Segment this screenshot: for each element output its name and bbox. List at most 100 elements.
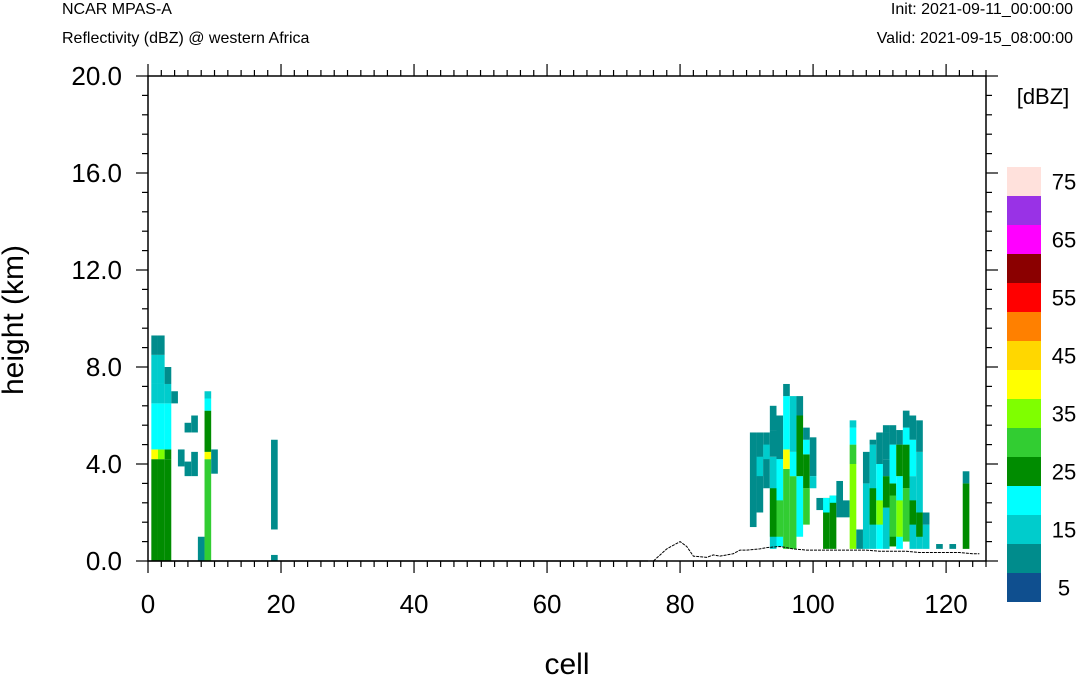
y-tick-labels: 0.0 4.0 8.0 12.0 16.0 20.0 [71, 61, 122, 576]
reflectivity-cell [157, 403, 165, 450]
reflectivity-cell [197, 536, 205, 561]
reflectivity-cell [882, 432, 890, 460]
reflectivity-cell [962, 471, 970, 484]
colorbar-swatch [1007, 341, 1041, 370]
reflectivity-cell [862, 451, 870, 484]
reflectivity-cell [922, 512, 930, 525]
y-axis-label: height (km) [0, 245, 30, 395]
reflectivity-cell [909, 415, 917, 440]
reflectivity-cell [763, 444, 770, 460]
reflectivity-cell [776, 500, 784, 537]
reflectivity-cell [157, 449, 165, 460]
reflectivity-cell [843, 500, 850, 518]
colorbar-swatch [1007, 428, 1041, 457]
terrain-line [653, 541, 980, 562]
reflectivity-cell [204, 391, 212, 399]
reflectivity-cell [889, 444, 897, 484]
plot-frame [147, 75, 987, 562]
reflectivity-cell [783, 396, 790, 450]
reflectivity-cell [151, 449, 158, 460]
colorbar-swatch [1007, 167, 1041, 196]
reflectivity-cell [809, 437, 817, 477]
colorbar-unit-label: [dBZ] [1017, 84, 1070, 109]
reflectivity-cell [902, 444, 910, 489]
colorbar-tick-label: 65 [1052, 228, 1076, 253]
x-tick-label: 20 [267, 589, 296, 619]
reflectivity-cell [896, 444, 903, 477]
reflectivity-cell [204, 451, 212, 460]
reflectivity-cell [869, 488, 877, 525]
reflectivity-cell [171, 391, 178, 404]
colorbar-swatch [1007, 196, 1041, 225]
reflectivity-cell [949, 544, 957, 549]
reflectivity-cell [936, 544, 943, 549]
x-tick-label: 80 [666, 589, 695, 619]
colorbar-swatch [1007, 544, 1041, 573]
y-tick-label: 0.0 [86, 546, 122, 576]
reflectivity-cell [204, 459, 212, 561]
colorbar-tick-label: 5 [1058, 576, 1070, 601]
reflectivity-cell [823, 497, 830, 549]
model-title: NCAR MPAS-A [62, 1, 172, 18]
axis-ticks [136, 64, 998, 573]
reflectivity-cell [849, 427, 857, 445]
reflectivity-cell [184, 461, 192, 477]
reflectivity-cell [164, 449, 172, 460]
reflectivity-cell [151, 335, 158, 355]
reflectivity-cell [783, 468, 790, 549]
valid-time: Valid: 2021-09-15_08:00:00 [876, 30, 1073, 47]
y-tick-label: 8.0 [86, 352, 122, 382]
reflectivity-cell [164, 367, 172, 384]
reflectivity-cell [882, 507, 890, 549]
colorbar-swatch [1007, 225, 1041, 254]
reflectivity-cell [776, 415, 784, 460]
x-tick-label: 120 [924, 589, 967, 619]
y-tick-label: 16.0 [71, 158, 122, 188]
y-tick-label: 12.0 [71, 255, 122, 285]
reflectivity-cell [829, 495, 837, 503]
colorbar-tick-label: 75 [1052, 170, 1076, 195]
reflectivity-cell [783, 383, 790, 397]
reflectivity-cell [829, 495, 837, 549]
reflectivity-cell [902, 410, 910, 428]
reflectivity-cell [769, 405, 777, 431]
colorbar-swatch [1007, 283, 1041, 312]
x-tick-label: 100 [791, 589, 834, 619]
reflectivity-cell [896, 430, 903, 445]
reflectivity-cell [902, 488, 910, 542]
colorbar-swatch [1007, 399, 1041, 428]
colorbar-tick-label: 45 [1052, 344, 1076, 369]
init-time: Init: 2021-09-11_00:00:00 [890, 1, 1073, 18]
reflectivity-cell [803, 427, 810, 440]
reflectivity-cell [191, 415, 198, 433]
colorbar-tick-label: 15 [1052, 518, 1076, 543]
reflectivity-cell [211, 449, 218, 474]
reflectivity-cell [803, 488, 810, 525]
reflectivity-cell [157, 335, 165, 355]
colorbar-tick-labels: 5 15 25 35 45 55 65 75 [1052, 170, 1076, 601]
reflectivity-cell [151, 403, 158, 450]
reflectivity-cell [151, 459, 158, 561]
colorbar-swatch [1007, 486, 1041, 515]
reflectivity-cell [769, 430, 777, 457]
reflectivity-cell [204, 410, 212, 452]
reflectivity-cell [836, 480, 844, 518]
colorbar-tick-label: 25 [1052, 460, 1076, 485]
reflectivity-cell [909, 439, 917, 477]
reflectivity-cell [809, 476, 817, 489]
reflectivity-cell [849, 464, 857, 549]
reflectivity-cell [856, 529, 863, 549]
colorbar-swatch [1007, 312, 1041, 341]
reflectivity-cell [151, 354, 158, 384]
reflectivity-cell [882, 476, 890, 508]
reflectivity-cell [157, 354, 165, 384]
colorbar-swatch [1007, 370, 1041, 399]
reflectivity-cell [796, 415, 804, 477]
reflectivity-cells [151, 335, 970, 561]
reflectivity-cell [803, 439, 810, 455]
reflectivity-cell [204, 398, 212, 411]
colorbar-swatch [1007, 254, 1041, 283]
field-subtitle: Reflectivity (dBZ) @ western Africa [62, 30, 310, 47]
reflectivity-cell [916, 420, 923, 452]
